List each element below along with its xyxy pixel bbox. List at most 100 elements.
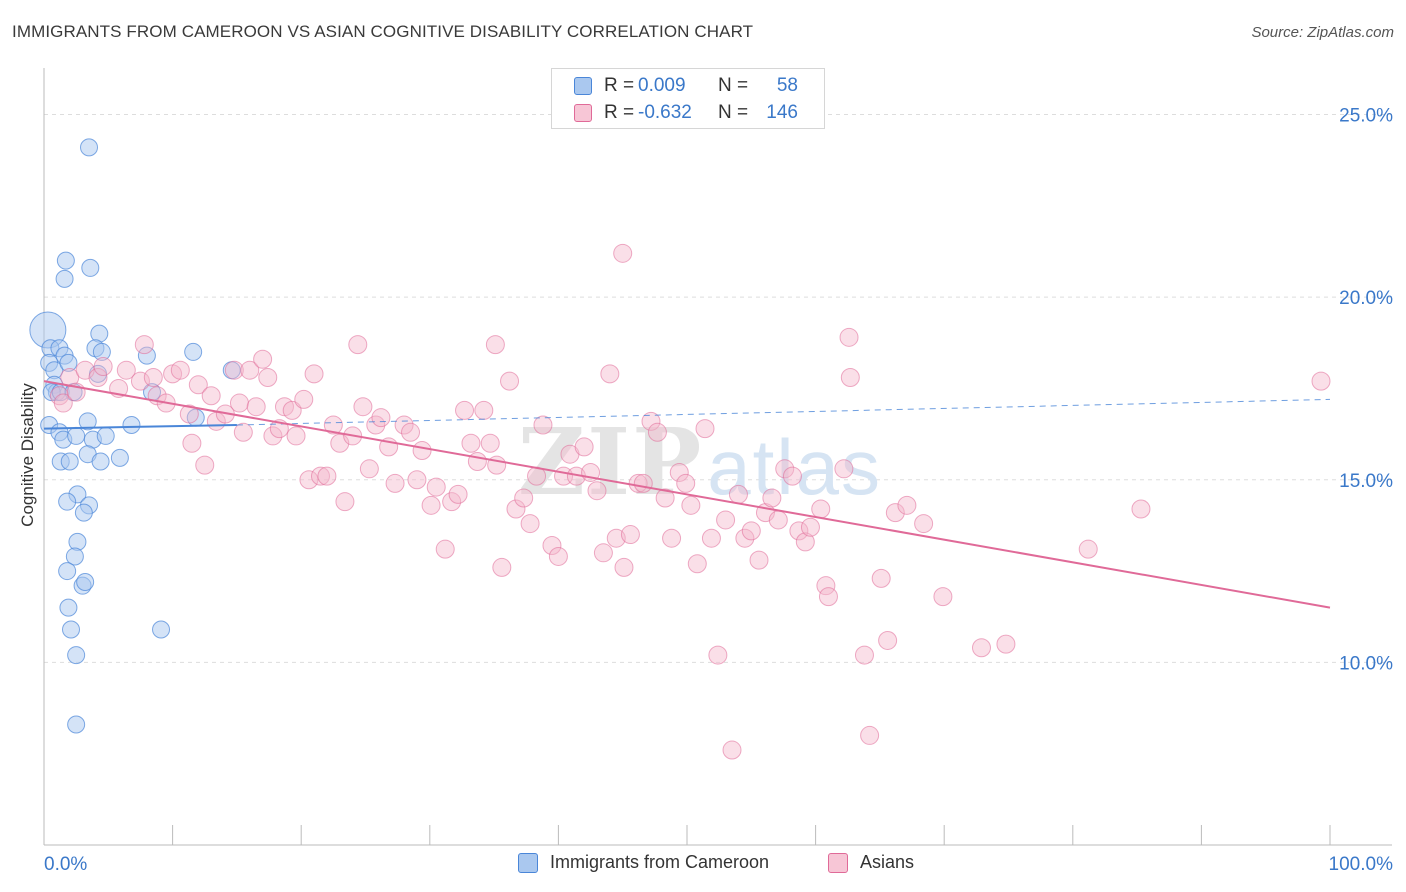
series-legend-label: Asians xyxy=(860,852,915,872)
data-point-cameroon xyxy=(56,251,75,270)
data-point-cameroon xyxy=(68,532,87,551)
series-legend-swatch-pink xyxy=(828,852,848,873)
data-point-cameroon xyxy=(137,346,156,365)
data-point-asians xyxy=(587,481,607,501)
data-point-asians xyxy=(775,459,795,479)
trend-line-cameroon xyxy=(43,423,237,430)
data-point-cameroon xyxy=(59,353,78,372)
chart-title: IMMIGRANTS FROM CAMEROON VS ASIAN COGNIT… xyxy=(12,22,754,41)
data-point-asians xyxy=(897,495,917,515)
data-point-cameroon xyxy=(55,269,74,288)
data-point-asians xyxy=(224,360,244,380)
data-point-asians xyxy=(782,466,802,486)
series-cameroon-points xyxy=(29,138,241,734)
data-point-cameroon xyxy=(80,138,99,157)
data-point-asians xyxy=(492,557,512,577)
data-point-asians xyxy=(533,415,553,435)
data-point-asians xyxy=(170,360,190,380)
legend-r-value: 0.009 xyxy=(638,75,686,96)
data-point-asians xyxy=(323,415,343,435)
data-point-asians xyxy=(840,367,860,387)
legend-swatch-pink xyxy=(574,104,592,122)
series-legend: Immigrants from Cameroon Asians xyxy=(0,852,1406,876)
data-point-asians xyxy=(240,360,260,380)
legend-r-value: -0.632 xyxy=(638,102,692,123)
data-point-cameroon xyxy=(65,547,84,566)
series-legend-cameroon: Immigrants from Cameroon xyxy=(518,852,769,873)
data-point-asians xyxy=(800,517,820,537)
data-point-asians xyxy=(542,536,562,556)
legend-r-label: R = xyxy=(604,102,635,123)
y-tick-label: 10.0% xyxy=(1339,653,1393,674)
data-point-asians xyxy=(426,477,446,497)
data-point-asians xyxy=(708,645,728,665)
data-point-asians xyxy=(655,488,675,508)
data-point-asians xyxy=(811,499,831,519)
data-point-asians xyxy=(662,528,682,548)
data-point-asians xyxy=(741,521,761,541)
data-point-asians xyxy=(233,422,253,442)
y-tick-label: 20.0% xyxy=(1339,288,1393,309)
data-point-asians xyxy=(681,495,701,515)
data-point-cameroon xyxy=(58,562,77,581)
series-legend-swatch-blue xyxy=(518,852,538,873)
legend-row-asians: R = -0.632 N = 146 xyxy=(574,101,798,125)
data-point-asians xyxy=(728,484,748,504)
data-point-asians xyxy=(286,426,306,446)
legend-r-label: R = xyxy=(604,75,635,96)
data-point-asians xyxy=(188,375,208,395)
data-point-asians xyxy=(574,437,594,457)
data-point-asians xyxy=(310,466,330,486)
data-point-asians xyxy=(641,411,661,431)
data-point-asians xyxy=(179,404,199,424)
data-point-asians xyxy=(201,386,221,406)
data-point-asians xyxy=(520,514,540,534)
data-point-asians xyxy=(407,470,427,490)
data-point-asians xyxy=(353,397,373,417)
data-point-asians xyxy=(606,528,626,548)
data-point-asians xyxy=(1078,539,1098,559)
trend-lines xyxy=(43,380,1331,609)
legend-n-value: 58 xyxy=(776,75,798,96)
data-point-asians xyxy=(687,554,707,574)
data-point-asians xyxy=(871,568,891,588)
data-point-asians xyxy=(996,634,1016,654)
data-point-cameroon xyxy=(122,415,141,434)
series-legend-asians: Asians xyxy=(828,852,914,873)
data-point-cameroon xyxy=(62,620,81,639)
data-point-asians xyxy=(514,488,534,508)
data-point-asians xyxy=(768,510,788,530)
data-point-asians xyxy=(253,349,273,369)
data-point-asians xyxy=(695,419,715,439)
data-point-asians xyxy=(182,433,202,453)
data-point-asians xyxy=(914,514,934,534)
legend-swatch-blue xyxy=(574,77,592,95)
data-point-asians xyxy=(348,335,368,355)
y-axis-label: Cognitive Disability xyxy=(18,383,37,527)
data-point-asians xyxy=(263,426,283,446)
data-point-asians xyxy=(294,389,314,409)
data-point-asians xyxy=(485,335,505,355)
data-point-asians xyxy=(335,492,355,512)
data-point-asians xyxy=(134,335,154,355)
legend-row-cameroon: R = 0.009 N = 58 xyxy=(574,74,798,98)
data-point-asians xyxy=(282,400,302,420)
data-point-asians xyxy=(933,587,953,607)
data-point-asians xyxy=(633,473,653,493)
data-point-asians xyxy=(816,576,836,596)
data-point-asians xyxy=(506,499,526,519)
data-point-asians xyxy=(614,557,634,577)
data-point-asians xyxy=(304,364,324,384)
data-point-cameroon xyxy=(152,620,171,639)
data-point-cameroon xyxy=(184,342,203,361)
data-point-cameroon xyxy=(58,492,77,511)
data-point-asians xyxy=(455,400,475,420)
y-tick-label: 15.0% xyxy=(1339,471,1393,492)
data-point-asians xyxy=(600,364,620,384)
data-point-cameroon xyxy=(76,573,95,592)
data-point-asians xyxy=(735,528,755,548)
data-point-asians xyxy=(762,488,782,508)
data-point-asians xyxy=(448,484,468,504)
data-point-asians xyxy=(385,473,405,493)
